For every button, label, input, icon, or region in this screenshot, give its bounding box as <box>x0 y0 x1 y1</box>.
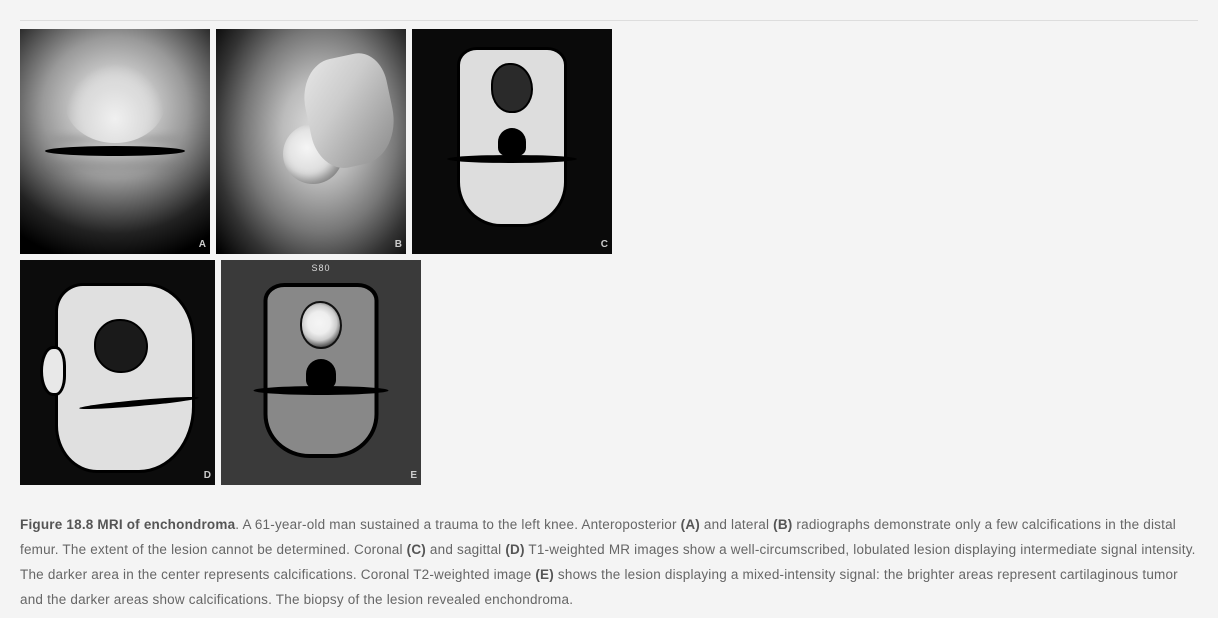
intercondylar-notch <box>498 128 526 156</box>
caption-text: and sagittal <box>426 542 505 557</box>
panel-c-mri-coronal-t1: C <box>412 29 612 254</box>
lesion-shape <box>491 63 533 113</box>
caption-ref-c: (C) <box>407 542 426 557</box>
caption-text: and lateral <box>700 517 773 532</box>
panel-e-label: E <box>410 470 417 481</box>
panel-d-label: D <box>204 470 211 481</box>
lesion-shape <box>94 319 148 373</box>
panel-b-label: B <box>395 239 402 250</box>
figure-title: Figure 18.8 MRI of enchondroma <box>20 517 235 532</box>
panel-e-mri-coronal-t2: S80 E <box>221 260 421 485</box>
figure-caption: Figure 18.8 MRI of enchondroma. A 61-yea… <box>20 513 1198 613</box>
caption-ref-d: (D) <box>505 542 524 557</box>
caption-ref-a: (A) <box>681 517 700 532</box>
figure-container: A B C D S80 <box>20 20 1198 613</box>
panel-b-xray-lateral: B <box>216 29 406 254</box>
panel-d-mri-sagittal-t1: D <box>20 260 215 485</box>
joint-line <box>254 386 389 395</box>
image-row-top: A B C <box>20 29 640 254</box>
panel-a-label: A <box>199 239 206 250</box>
joint-line <box>447 155 577 163</box>
image-grid: A B C D S80 <box>20 29 640 485</box>
patella-shape <box>40 346 66 396</box>
panel-c-label: C <box>601 239 608 250</box>
lesion-bright-shape <box>300 301 342 349</box>
femur-sagittal-shape <box>55 283 195 473</box>
image-row-bottom: D S80 E <box>20 260 640 485</box>
caption-ref-e: (E) <box>535 567 554 582</box>
caption-text: . A 61-year-old man sustained a trauma t… <box>235 517 680 532</box>
panel-a-xray-ap: A <box>20 29 210 254</box>
scan-id-label: S80 <box>311 263 330 273</box>
caption-ref-b: (B) <box>773 517 792 532</box>
intercondylar-notch <box>306 359 336 389</box>
